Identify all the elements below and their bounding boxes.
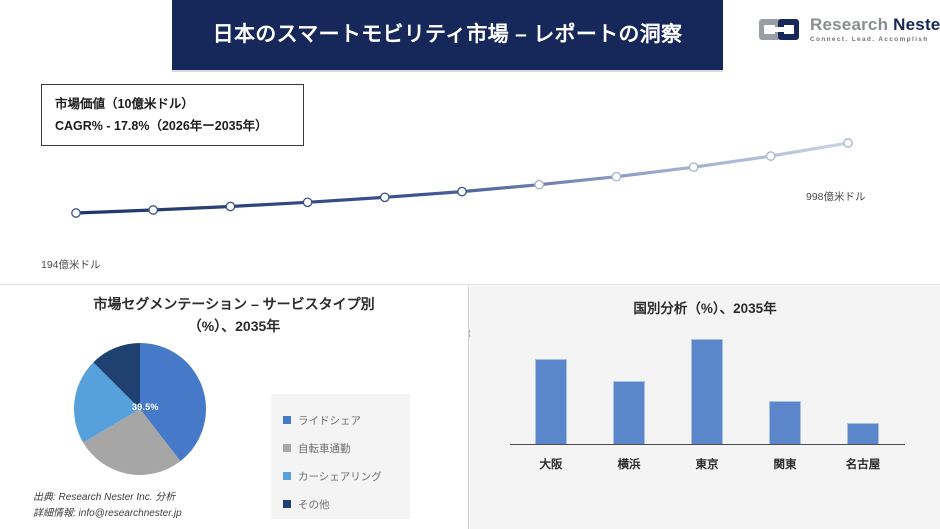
line-end-value-label: 998億米ドル	[806, 191, 866, 203]
line-data-point	[457, 186, 467, 197]
pie-legend-label: ライドシェア	[298, 414, 361, 427]
bar-category-label: 名古屋	[845, 459, 881, 471]
segmentation-panel: 市場セグメンテーション – サービスタイプ別 （%）、2035年 39.5% ラ…	[0, 286, 469, 529]
bar-column	[668, 339, 746, 444]
legend-swatch-icon	[283, 500, 291, 508]
pie-legend-item[interactable]: その他	[283, 490, 410, 518]
line-data-point	[379, 192, 390, 203]
bar-category-label: 関東	[773, 459, 797, 471]
line-markers-group	[71, 138, 853, 218]
pie-legend-item[interactable]: カーシェアリング	[283, 462, 410, 490]
line-series-path	[74, 141, 850, 215]
bar-category-label: 横浜	[617, 459, 641, 471]
page-title: 日本のスマートモビリティ市場 – レポートの洞察	[212, 22, 683, 46]
bar-category-label: 大阪	[539, 459, 563, 471]
line-data-point	[148, 205, 159, 215]
country-analysis-title: 国別分析（%）、2035年	[633, 301, 777, 316]
logo-tagline: Connect. Lead. Accomplish	[810, 36, 929, 43]
market-value-box: 市場価値（10億米ドル） CAGR% - 17.8%（2026年ー2035年）	[41, 84, 304, 146]
pie-legend-item[interactable]: 自転車通勤	[283, 434, 410, 462]
logo-word-research: Research	[810, 15, 889, 34]
pie-legend-label: カーシェアリング	[298, 470, 382, 483]
bar	[769, 400, 801, 444]
pie-slice	[83, 409, 181, 476]
header-banner: 日本のスマートモビリティ市場 – レポートの洞察	[172, 0, 723, 70]
line-data-point	[302, 197, 313, 208]
cagr-line: CAGR% - 17.8%（2026年ー2035年）	[55, 118, 268, 133]
bar	[847, 422, 879, 444]
chain-link-icon	[759, 19, 799, 41]
legend-swatch-icon	[283, 416, 291, 424]
pie-chart-area: 39.5% ライドシェア 自転車通勤カーシェアリング その他	[0, 342, 469, 519]
line-data-point	[611, 171, 622, 182]
pie-slices-group	[73, 343, 206, 476]
bar-chart-x-axis: 大阪 横浜 東京 関東 名古屋	[512, 456, 902, 472]
segmentation-title: 市場セグメンテーション – サービスタイプ別 （%）、2035年	[0, 286, 468, 337]
legend-swatch-icon	[283, 472, 291, 480]
legend-swatch-icon	[283, 444, 291, 452]
line-start-value-label: 194億米ドル	[41, 259, 101, 271]
logo-word-nester: Nester	[893, 15, 940, 34]
bar-column	[590, 339, 668, 444]
pie-legend-item[interactable]: ライドシェア	[283, 406, 410, 434]
bar-column	[824, 339, 902, 444]
bar-chart-area: 大阪 横浜 東京 関東 名古屋	[470, 332, 940, 482]
line-data-point	[688, 162, 699, 173]
pie-legend: ライドシェア 自転車通勤カーシェアリング その他	[271, 394, 410, 519]
pie-legend-label: 自転車通勤	[298, 442, 351, 455]
line-data-point	[225, 201, 236, 212]
bar-chart-baseline	[510, 443, 905, 445]
bar	[691, 339, 723, 444]
segmentation-title-line1: 市場セグメンテーション – サービスタイプ別	[93, 296, 375, 312]
pie-chart-svg	[73, 343, 206, 476]
bar	[613, 380, 645, 444]
source-note: 出典: Research Nester Inc. 分析 詳細情報: info@r…	[33, 490, 182, 521]
bar-column	[746, 339, 824, 444]
line-data-point	[534, 179, 545, 190]
source-line-1: 出典: Research Nester Inc. 分析	[33, 492, 176, 503]
pie-legend-label: その他	[298, 498, 330, 511]
axis-divider-rule	[0, 284, 940, 285]
pie-data-label: 39.5%	[132, 402, 159, 412]
line-data-point	[843, 138, 853, 148]
line-data-point	[71, 208, 81, 218]
bar	[535, 359, 567, 444]
bar-category-label: 東京	[695, 459, 719, 471]
bar-column	[512, 339, 590, 444]
pie-slice	[73, 362, 140, 443]
market-value-line-chart: 194億米ドル 998億米ドル 202520262027202820292030…	[0, 70, 940, 340]
segmentation-title-line2: （%）、2035年	[187, 317, 281, 334]
pie-slice	[140, 343, 206, 462]
market-value-line: 市場価値（10億米ドル）	[55, 97, 194, 111]
source-line-2: 詳細情報: info@researchnester.jp	[33, 507, 182, 519]
country-analysis-panel: 国別分析（%）、2035年 大阪 横浜 東京 関東 名古屋	[470, 286, 940, 529]
company-logo: Research Nester Connect. Lead. Accomplis…	[758, 16, 940, 43]
pie-slice	[93, 343, 140, 409]
line-chart-svg	[71, 138, 853, 218]
bar-series-group	[512, 339, 902, 444]
line-data-point	[765, 151, 776, 161]
